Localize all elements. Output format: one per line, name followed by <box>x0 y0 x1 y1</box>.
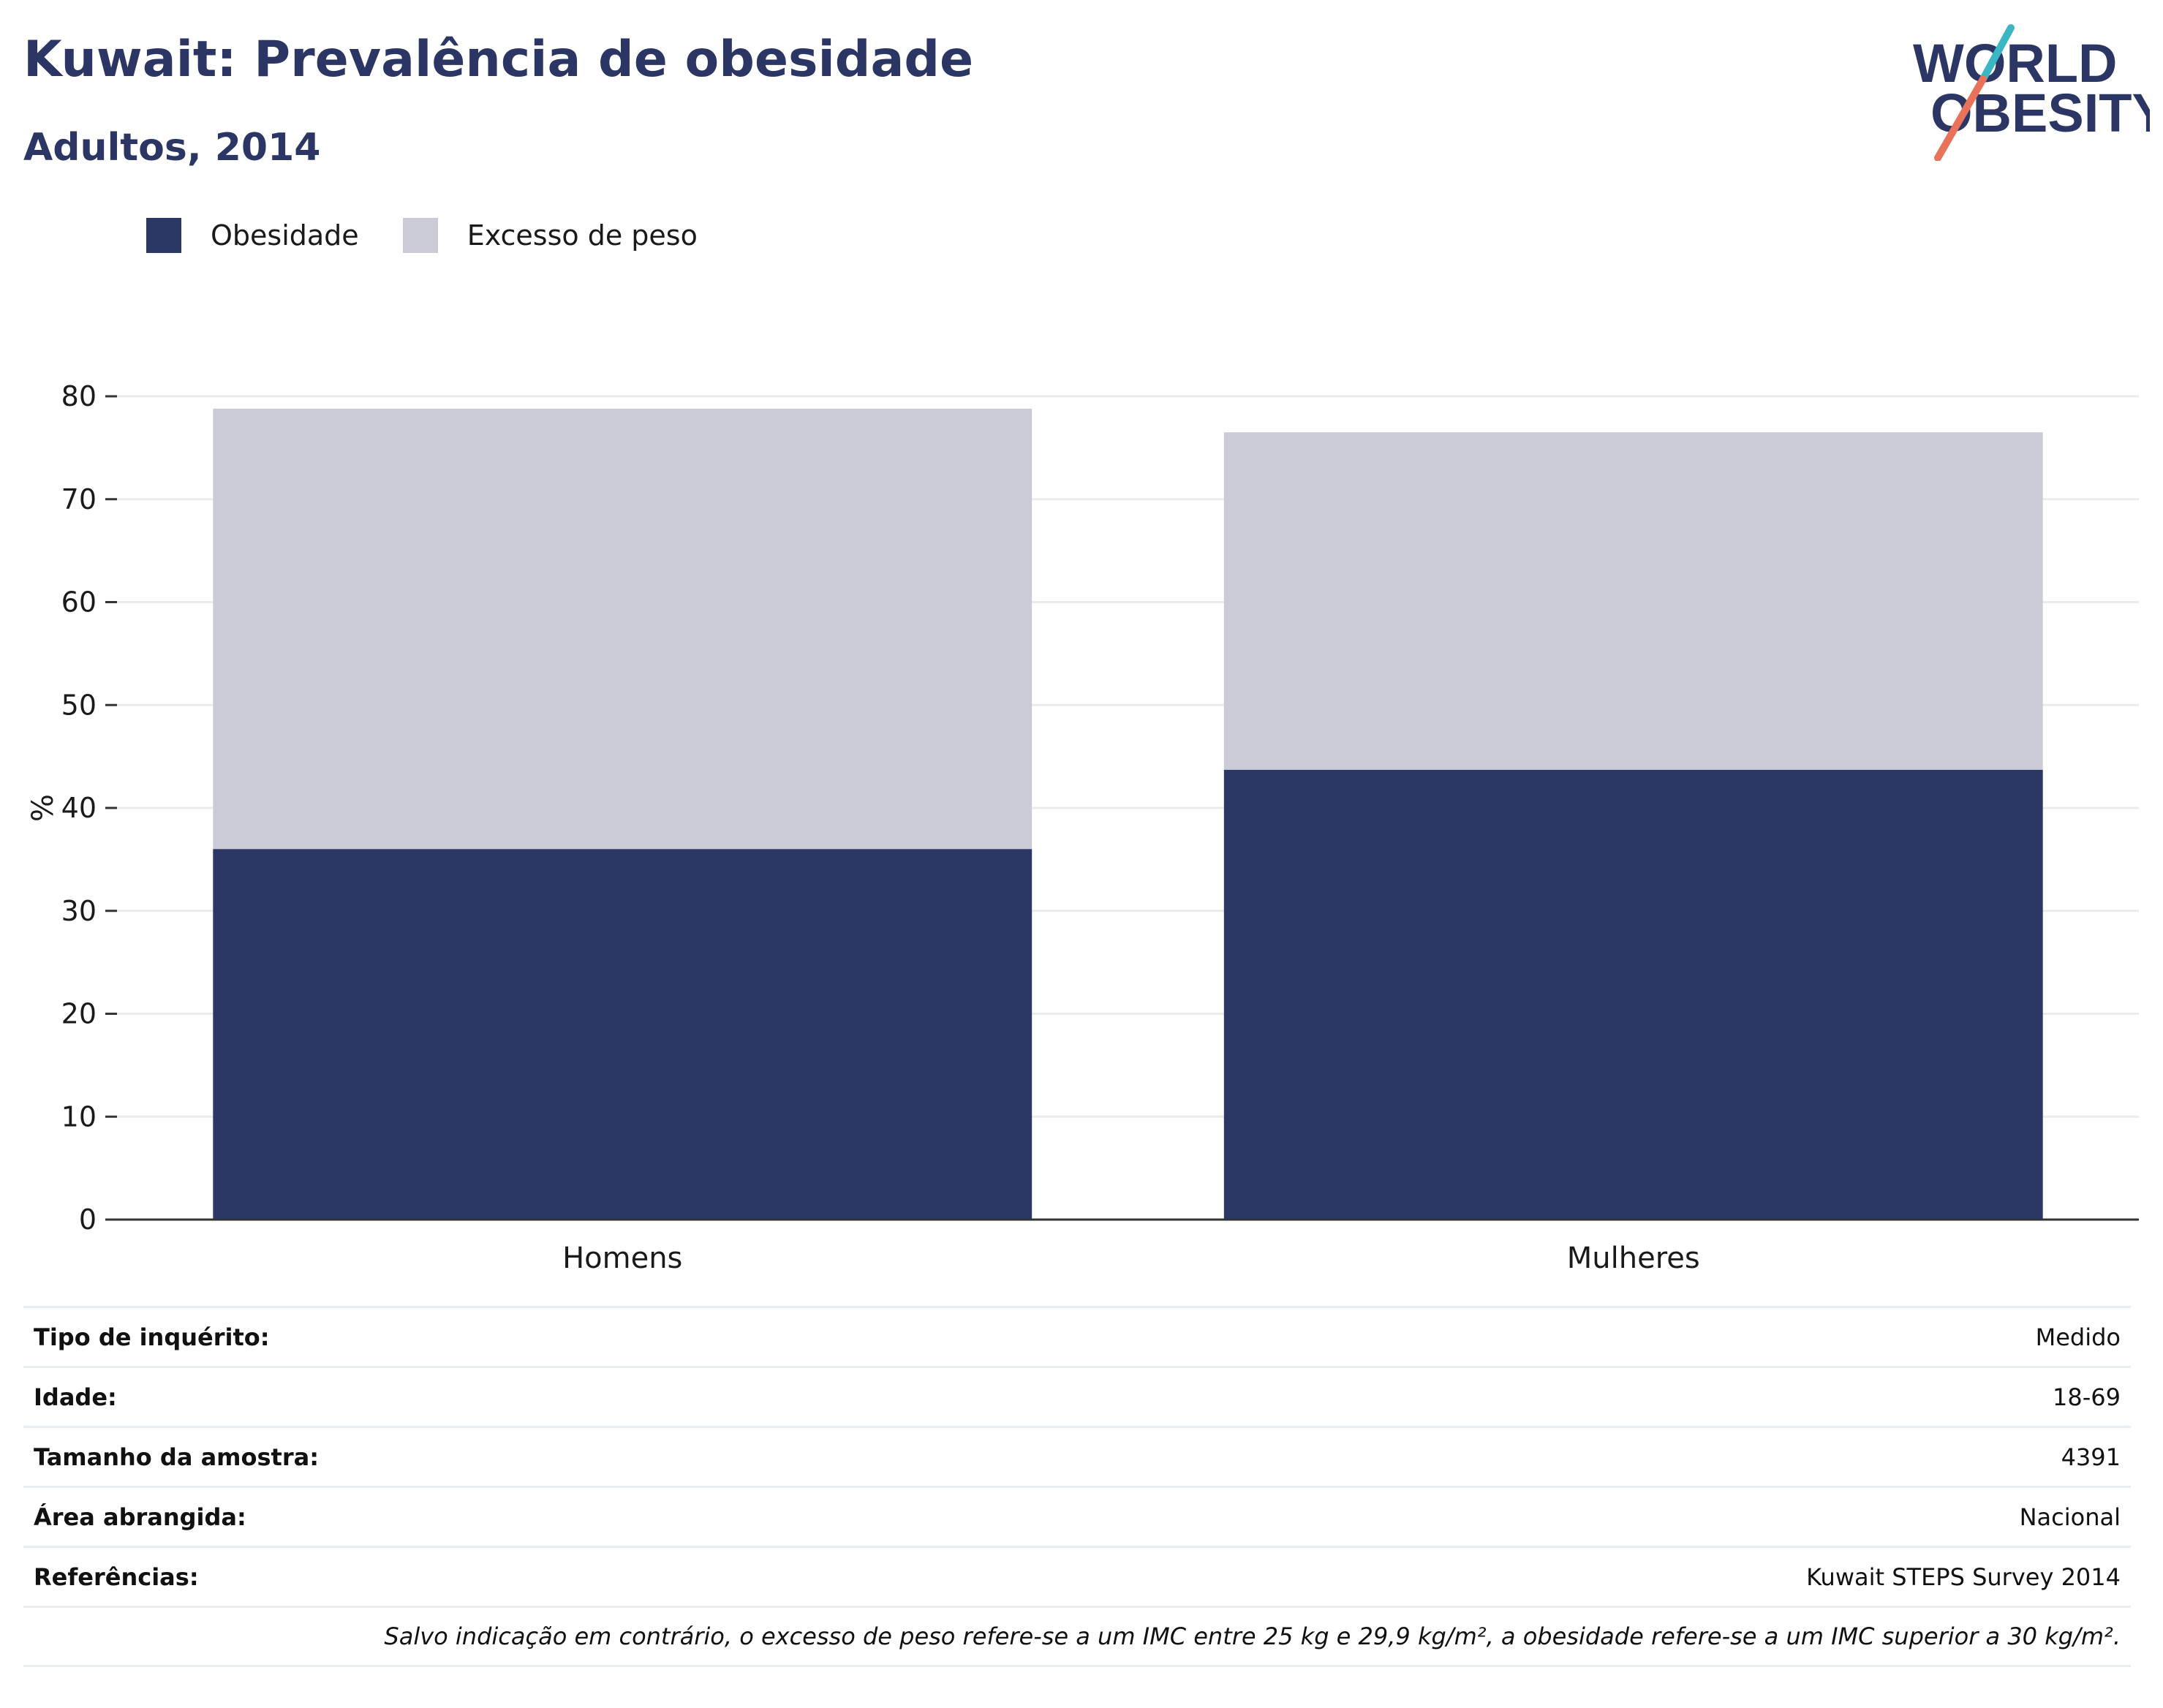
chart-subtitle: Adultos, 2014 <box>23 126 321 170</box>
legend-item-excesso-de-peso[interactable]: Excesso de peso <box>402 218 698 253</box>
y-tick-label: 60 <box>61 586 97 619</box>
y-axis-label: % <box>26 794 60 822</box>
chart-title: Kuwait: Prevalência de obesidade <box>23 31 974 88</box>
info-value[interactable]: Kuwait STEPS Survey 2014 <box>1806 1562 2121 1591</box>
info-label: Tamanho da amostra: <box>34 1443 319 1471</box>
y-tick-label: 30 <box>61 895 97 927</box>
y-tick-label: 80 <box>61 380 97 412</box>
logo-stripe-coral <box>1934 75 1987 161</box>
info-row-survey-type: Tipo de inquérito: Medido <box>23 1306 2131 1366</box>
logo-stripe-teal <box>1979 24 2015 83</box>
y-tick-label: 40 <box>61 792 97 824</box>
y-tick-label: 20 <box>61 998 97 1030</box>
y-tick-label: 50 <box>61 689 97 721</box>
info-row-sample-size: Tamanho da amostra: 4391 <box>23 1426 2131 1486</box>
x-tick-label: Mulheres <box>1567 1242 1700 1275</box>
info-value: 18-69 <box>2053 1383 2121 1411</box>
info-label: Tipo de inquérito: <box>34 1323 270 1351</box>
legend-label-obesidade: Obesidade <box>211 219 359 252</box>
bar-obesidade-homens <box>213 849 1033 1220</box>
y-tick-label: 10 <box>61 1100 97 1133</box>
y-tick-label: 0 <box>79 1203 97 1236</box>
info-label: Referências: <box>34 1562 199 1591</box>
legend-swatch-obesidade <box>146 218 181 253</box>
world-obesity-logo: WORLD OBESITY <box>1913 24 2150 161</box>
info-value: Nacional <box>2019 1503 2121 1531</box>
survey-info-table: Tipo de inquérito: Medido Idade: 18-69 T… <box>23 1306 2131 1667</box>
bmi-definition-note: Salvo indicação em contrário, o excesso … <box>23 1606 2131 1667</box>
info-value: 4391 <box>2061 1443 2121 1471</box>
legend-item-obesidade[interactable]: Obesidade <box>146 218 359 253</box>
info-label: Idade: <box>34 1383 117 1411</box>
legend-label-excesso-de-peso: Excesso de peso <box>467 219 698 252</box>
info-value: Medido <box>2035 1323 2121 1351</box>
legend-swatch-excesso-de-peso <box>402 218 438 253</box>
info-row-references: Referências: Kuwait STEPS Survey 2014 <box>23 1546 2131 1606</box>
info-row-age: Idade: 18-69 <box>23 1366 2131 1426</box>
y-tick-label: 70 <box>61 483 97 515</box>
logo-line1: WORLD <box>1913 33 2118 94</box>
legend: Obesidade Excesso de peso <box>146 216 741 254</box>
info-label: Área abrangida: <box>34 1503 246 1531</box>
bar-obesidade-mulheres <box>1223 769 2043 1220</box>
x-tick-label: Homens <box>562 1242 682 1275</box>
bar-chart: 0 10 20 30 40 50 60 70 80% Homens Mulheres <box>26 380 2139 1275</box>
info-row-area: Área abrangida: Nacional <box>23 1486 2131 1546</box>
